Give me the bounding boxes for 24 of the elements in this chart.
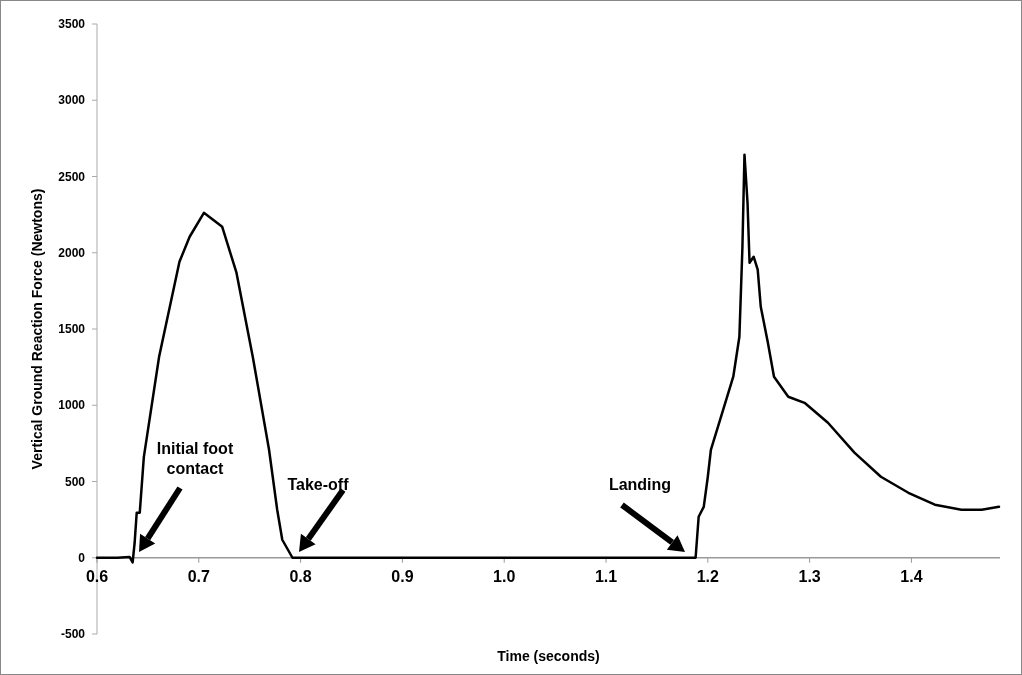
x-tick-label: 0.9 (391, 567, 414, 585)
annotation: Take-off (287, 476, 350, 493)
x-axis-title: Time (seconds) (497, 648, 600, 664)
annotation: Landing (608, 476, 672, 493)
x-tick-label: 0.6 (85, 567, 109, 585)
x-tick-label: 1.4 (900, 567, 923, 585)
x-tick-label: 1.0 (493, 567, 516, 585)
y-tick-label: -500 (60, 627, 86, 642)
x-tick-label: 0.7 (187, 567, 211, 585)
line-series (95, 153, 1001, 564)
x-tick-label: 1.2 (696, 567, 720, 585)
y-tick-label: 2000 (58, 245, 86, 260)
y-tick-label: 1500 (58, 322, 86, 337)
y-tick-label: 2500 (58, 169, 86, 184)
x-tick-label: 1.1 (594, 567, 618, 585)
y-axis-title: Vertical Ground Reaction Force (Newtons) (29, 188, 45, 470)
y-tick-label: 1000 (58, 398, 86, 413)
x-tick-label: 1.3 (798, 567, 821, 585)
y-tick-label: 0 (78, 550, 86, 565)
x-tick-label: 0.8 (289, 567, 312, 585)
annotation: Initial foot contact (156, 440, 234, 477)
y-tick-label: 500 (64, 474, 86, 489)
y-tick-label: 3500 (58, 17, 86, 32)
y-tick-label: 3000 (58, 93, 86, 108)
